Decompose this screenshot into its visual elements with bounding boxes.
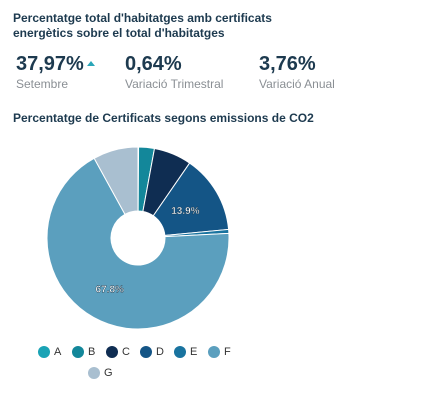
chart-legend: A B C D E F G: [38, 346, 258, 379]
legend-label: E: [190, 346, 198, 358]
up-triangle-icon: [86, 61, 95, 66]
legend-swatch: [208, 346, 220, 358]
legend-swatch: [140, 346, 152, 358]
data-label-F: 67.8%: [96, 285, 124, 296]
legend-swatch: [174, 346, 186, 358]
kpi-label: Variació Anual: [259, 77, 335, 91]
kpi-annual-variation: 3,76% Variació Anual: [259, 52, 335, 92]
kpi-value: 3,76%: [259, 53, 316, 75]
donut-chart: 13.9% 67.8%: [46, 146, 230, 330]
legend-swatch: [88, 367, 100, 379]
legend-item-E[interactable]: E: [174, 346, 208, 358]
legend-label: C: [122, 346, 130, 358]
legend-swatch: [38, 346, 50, 358]
legend-item-A[interactable]: A: [38, 346, 72, 358]
page-title: Percentatge total d'habitatges amb certi…: [13, 11, 272, 40]
legend-item-B[interactable]: B: [72, 346, 106, 358]
legend-swatch: [106, 346, 118, 358]
kpi-label: Setembre: [16, 77, 69, 91]
legend-item-G[interactable]: G: [88, 367, 122, 379]
kpi-quarterly-variation: 0,64% Variació Trimestral: [125, 52, 223, 92]
legend-label: F: [224, 346, 231, 358]
kpi-value: 37,97%: [16, 53, 84, 75]
legend-item-D[interactable]: D: [140, 346, 174, 358]
chart-title: Percentatge de Certificats segons emissi…: [13, 111, 314, 125]
slice-F[interactable]: [46, 157, 230, 330]
data-label-D: 13.9%: [171, 206, 199, 217]
legend-label: A: [54, 346, 62, 358]
legend-item-C[interactable]: C: [106, 346, 140, 358]
legend-label: B: [88, 346, 96, 358]
kpi-label: Variació Trimestral: [125, 77, 224, 91]
slice-G[interactable]: [93, 146, 139, 216]
kpi-percentage: 37,97% Setembre: [16, 52, 95, 92]
kpi-value: 0,64%: [125, 53, 182, 75]
legend-label: D: [156, 346, 164, 358]
legend-swatch: [72, 346, 84, 358]
legend-item-F[interactable]: F: [208, 346, 242, 358]
legend-label: G: [104, 367, 113, 379]
